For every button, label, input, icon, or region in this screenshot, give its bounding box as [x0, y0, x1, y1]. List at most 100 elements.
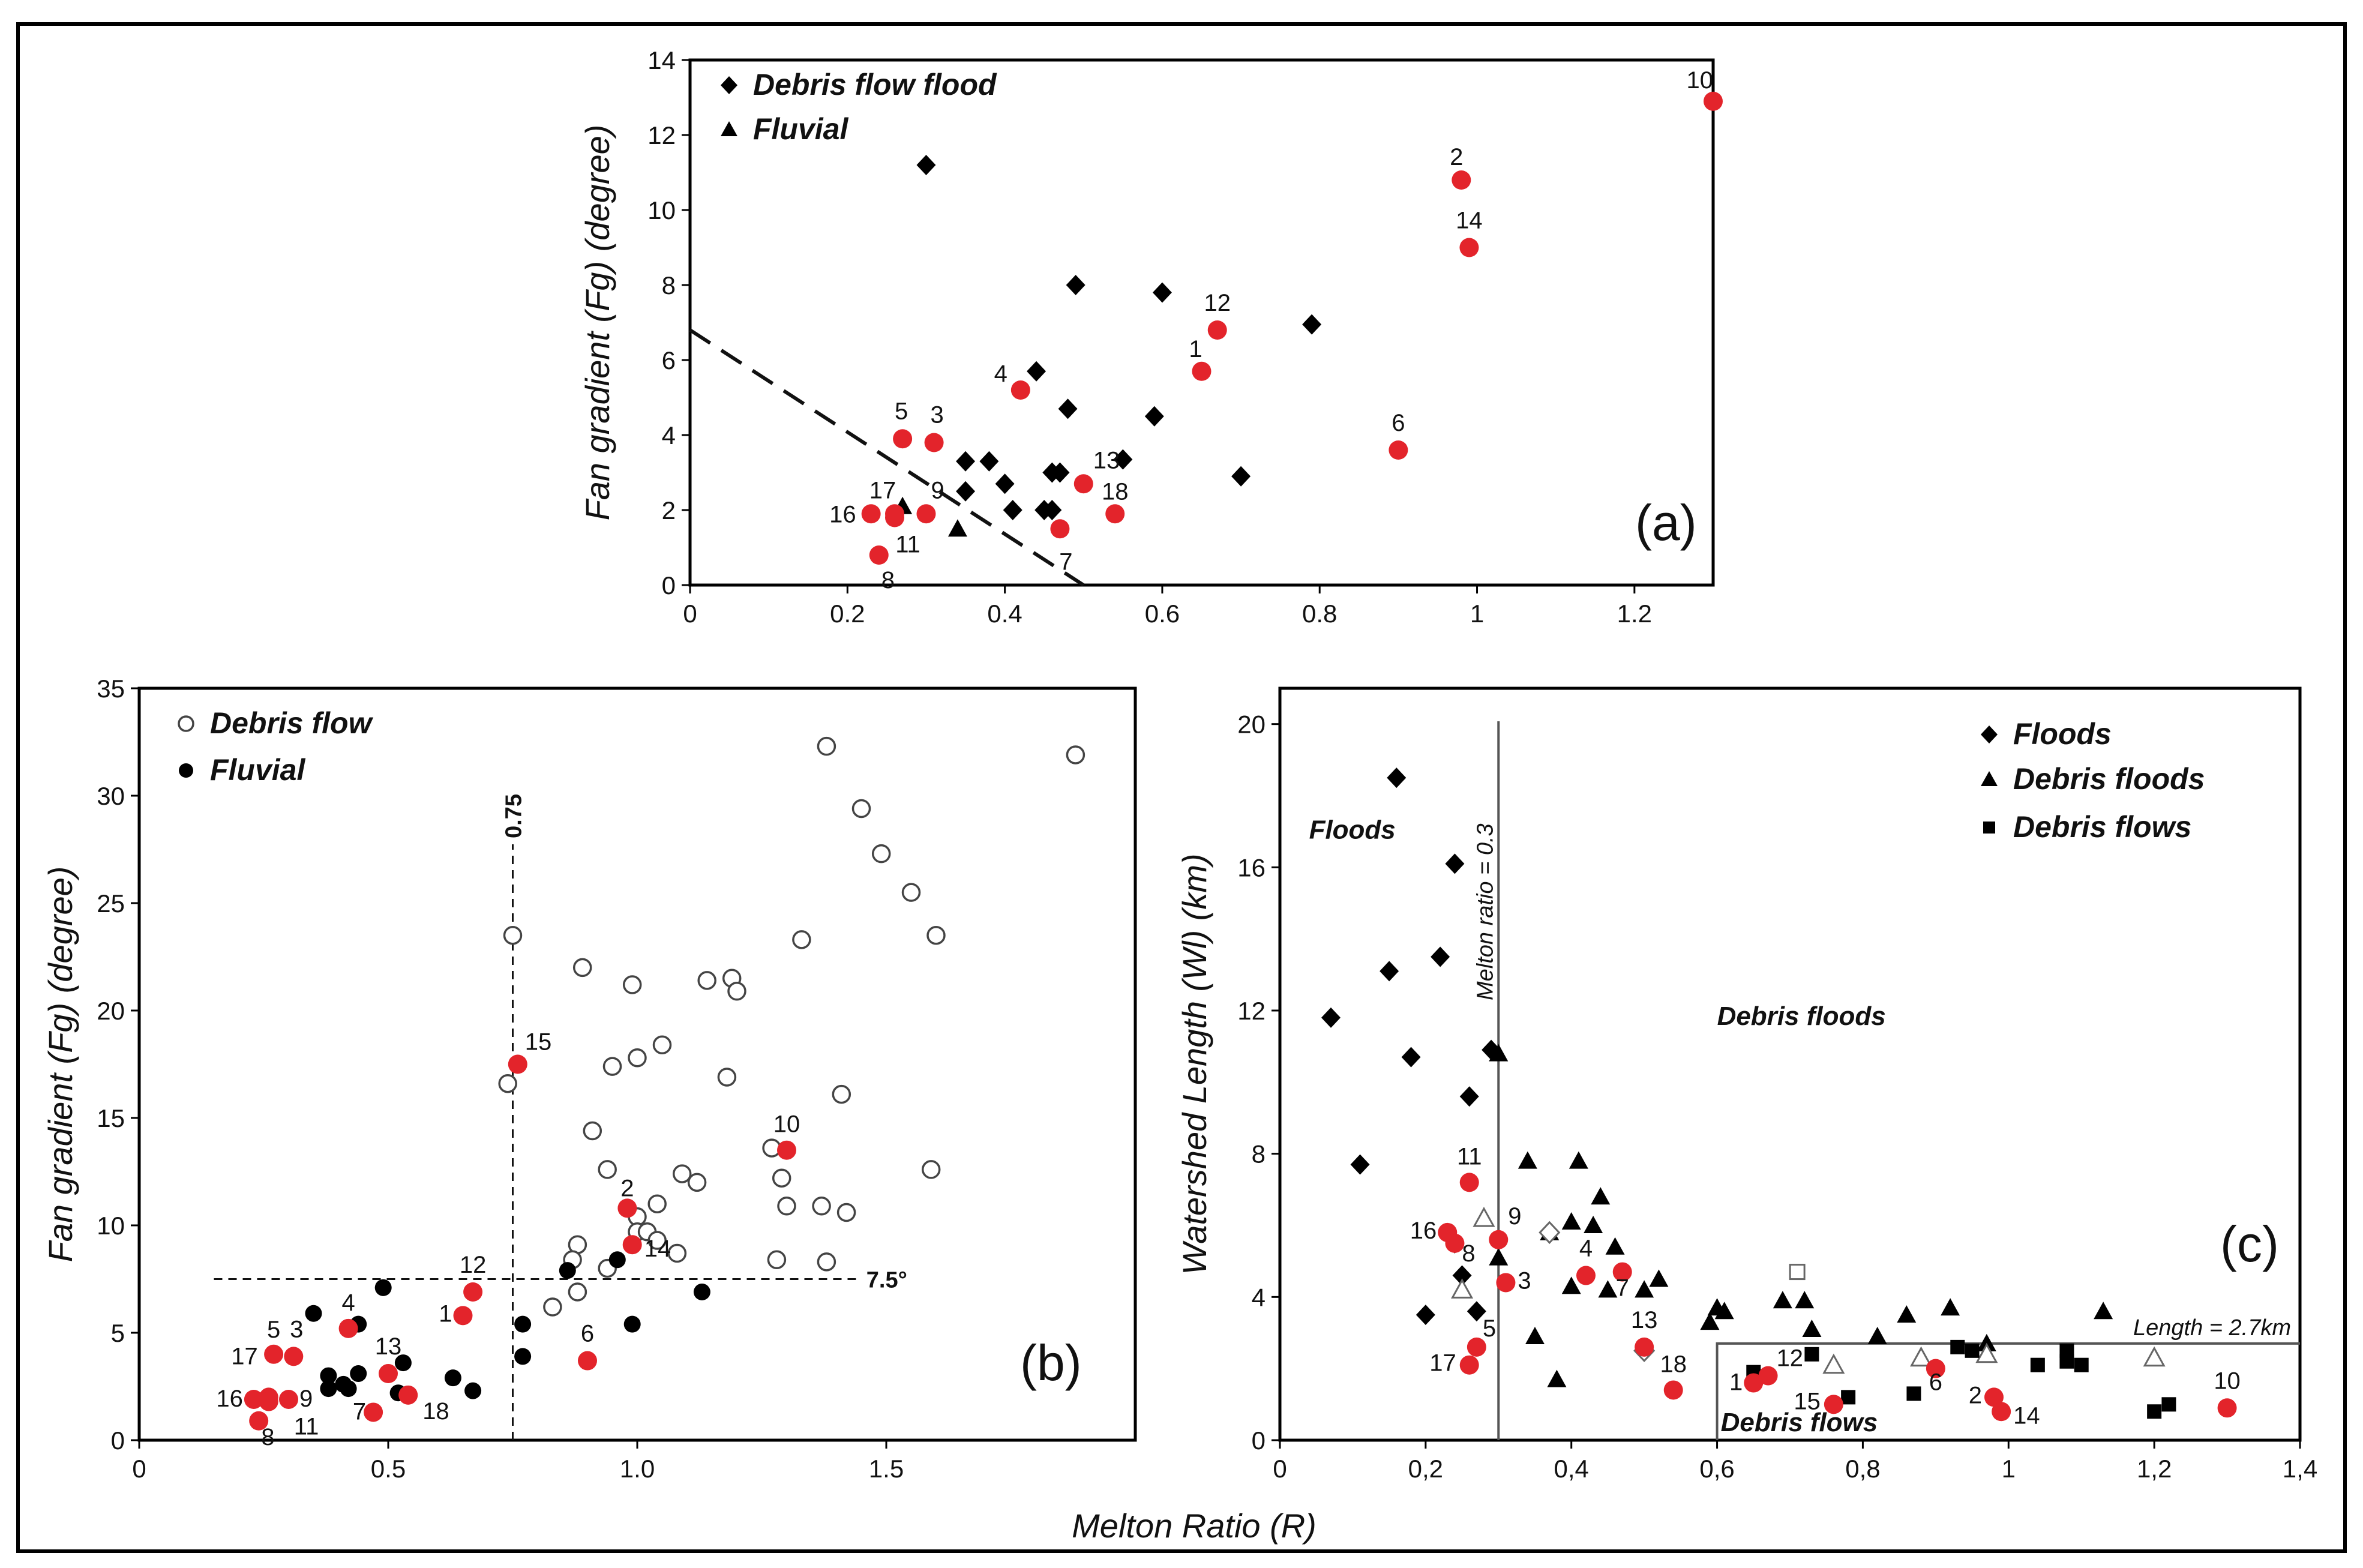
data-point-a — [1231, 466, 1251, 487]
legend-label-b: Fluvial — [210, 753, 305, 787]
data-point-b — [559, 1262, 576, 1279]
data-point-c — [1906, 1386, 1921, 1401]
legend-label-c: Floods — [2013, 717, 2112, 751]
y-tick-label-c: 8 — [1252, 1140, 1266, 1168]
data-point-a — [1302, 314, 1322, 335]
data-point-c — [1605, 1237, 1625, 1255]
data-point-c — [1822, 1353, 1845, 1374]
study-fan-point-a — [1452, 170, 1471, 190]
study-fan-point-a — [1192, 361, 1212, 381]
study-fan-point-b — [617, 1198, 637, 1218]
x-tick-label-a: 1.2 — [1617, 599, 1652, 628]
data-point-b — [628, 1048, 647, 1068]
x-tick-label-c: 0 — [1273, 1455, 1287, 1483]
panel-label-a: (a) — [1635, 494, 1697, 551]
data-point-c — [1591, 1187, 1611, 1205]
x-tick-label-c: 0,8 — [1845, 1455, 1880, 1483]
region-label-debris-floods: Debris floods — [1717, 1002, 1886, 1031]
study-fan-point-a — [1704, 91, 1723, 111]
x-tick-label-c: 0,2 — [1408, 1455, 1443, 1483]
data-point-b — [926, 925, 946, 945]
data-point-c — [1965, 1343, 1980, 1358]
data-point-b — [687, 1173, 707, 1192]
data-point-b — [514, 1348, 532, 1365]
y-axis-label-a: Fan gradient (Fg) (degree) — [578, 125, 616, 521]
legend-label-b: Debris flow — [210, 706, 374, 740]
data-point-c — [1459, 1086, 1479, 1107]
point-label-c: 5 — [1483, 1315, 1496, 1342]
point-label-b: 1 — [439, 1300, 452, 1327]
study-fan-point-c — [1576, 1266, 1596, 1285]
data-point-c — [1518, 1151, 1537, 1169]
point-label-a: 14 — [1456, 208, 1483, 234]
data-point-a — [1066, 275, 1085, 295]
data-point-b — [667, 1243, 687, 1263]
legend-label-c: Debris flows — [2013, 810, 2191, 844]
legend-marker-c — [1981, 771, 1998, 786]
point-label-c: 14 — [2013, 1402, 2040, 1429]
y-tick-label-a: 4 — [662, 421, 676, 449]
data-point-c — [2161, 1397, 2176, 1412]
data-point-c — [1467, 1301, 1486, 1322]
figure-border — [16, 22, 2347, 1553]
study-fan-point-c — [1467, 1337, 1486, 1357]
data-point-b — [464, 1382, 482, 1399]
study-fan-point-c — [1496, 1273, 1516, 1293]
y-tick-label-a: 12 — [647, 121, 676, 149]
data-point-b — [394, 1354, 412, 1372]
data-point-c — [2147, 1404, 2162, 1419]
y-tick-label-c: 4 — [1252, 1283, 1266, 1311]
x-tick-label-c: 0,6 — [1699, 1455, 1734, 1483]
study-fan-point-c — [1489, 1230, 1509, 1249]
data-point-a — [995, 473, 1015, 494]
x-tick-label-c: 1,2 — [2137, 1455, 2172, 1483]
region-label-floods: Floods — [1309, 816, 1396, 845]
data-point-c — [1941, 1298, 1960, 1316]
x-tick-label-c: 1,4 — [2283, 1455, 2317, 1483]
y-axis-label-b: Fan gradient (Fg) (degree) — [41, 867, 79, 1263]
point-label-a: 5 — [895, 398, 908, 424]
data-point-c — [2094, 1302, 2113, 1320]
legend-marker-b — [179, 763, 193, 778]
study-fan-point-b — [622, 1235, 642, 1255]
study-fan-point-b — [338, 1318, 358, 1338]
data-point-b — [717, 1068, 737, 1087]
y-tick-label-b: 10 — [97, 1212, 125, 1240]
data-point-c — [2074, 1357, 2089, 1372]
data-point-a — [1058, 398, 1078, 419]
point-label-b: 8 — [261, 1424, 274, 1450]
study-fan-point-c — [1758, 1366, 1778, 1386]
data-point-a — [1003, 500, 1022, 520]
data-point-c — [1451, 1278, 1474, 1299]
data-point-c — [1401, 1047, 1421, 1068]
data-point-a — [956, 451, 976, 472]
data-point-b — [444, 1369, 461, 1387]
data-point-c — [1795, 1291, 1815, 1309]
data-point-b — [792, 930, 811, 949]
study-fan-point-b — [249, 1411, 269, 1431]
data-point-b — [498, 1074, 517, 1093]
study-fan-point-b — [578, 1351, 597, 1371]
data-point-a — [1113, 449, 1133, 470]
data-point-c — [1975, 1342, 1998, 1363]
data-point-c — [1547, 1369, 1567, 1387]
y-tick-label-c: 12 — [1237, 997, 1266, 1025]
data-point-c — [1350, 1154, 1370, 1175]
y-tick-label-b: 0 — [111, 1426, 125, 1455]
study-fan-point-b — [279, 1389, 298, 1409]
data-point-b — [583, 1121, 602, 1141]
study-fan-point-c — [1635, 1337, 1654, 1357]
study-fan-point-b — [259, 1392, 278, 1411]
legend-label-a: Fluvial — [753, 112, 848, 146]
data-point-c — [1539, 1221, 1561, 1245]
y-tick-label-a: 10 — [647, 196, 676, 224]
y-tick-label-a: 6 — [662, 346, 676, 374]
data-point-c — [1649, 1269, 1669, 1287]
point-label-a: 4 — [994, 361, 1007, 387]
data-point-c — [1789, 1264, 1806, 1281]
x-tick-label-b: 1.0 — [620, 1455, 655, 1483]
point-label-b: 5 — [267, 1317, 280, 1343]
